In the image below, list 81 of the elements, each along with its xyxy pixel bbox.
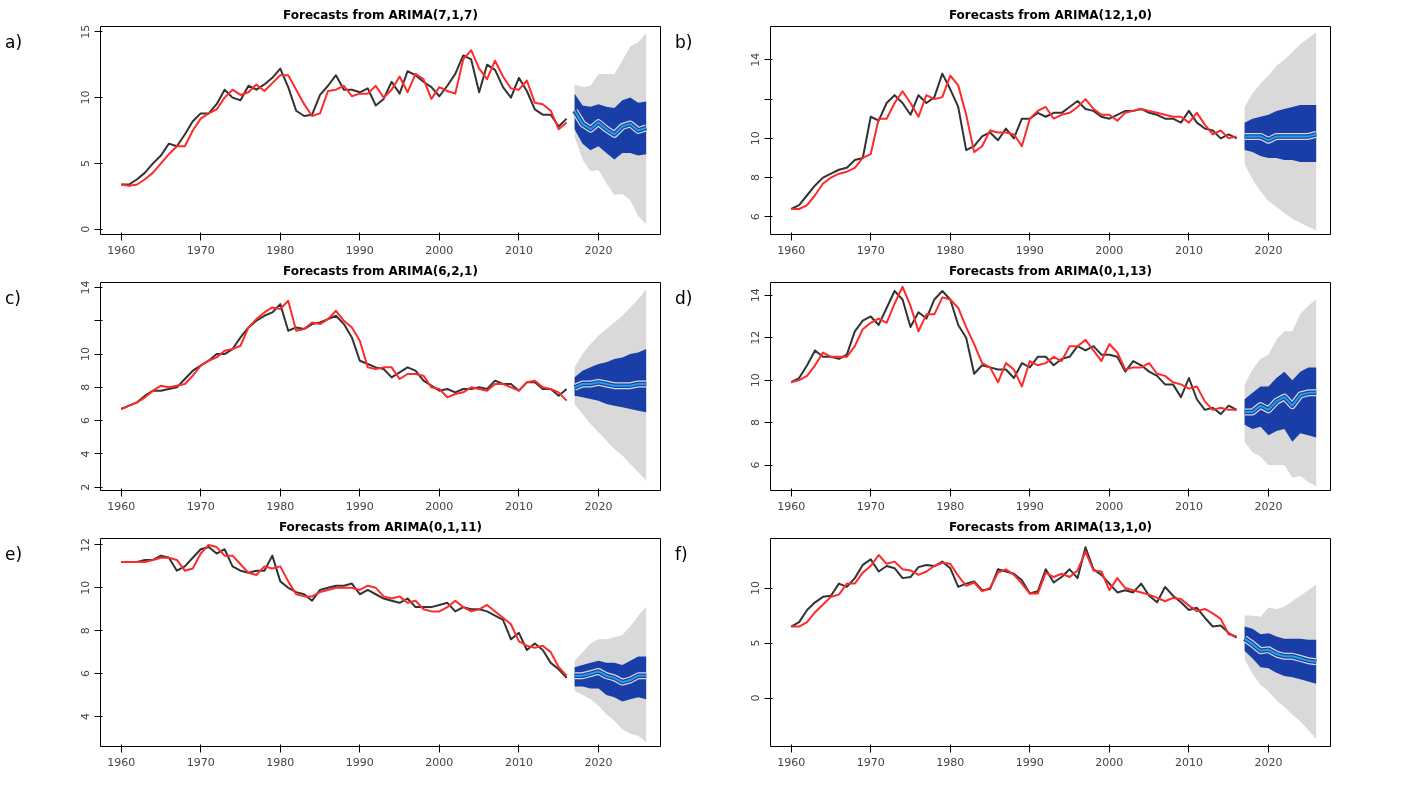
text: c) bbox=[5, 287, 21, 310]
x-tick-label: 1960 bbox=[777, 755, 806, 769]
x-tick-label: 2020 bbox=[584, 499, 613, 513]
y-tick-label: 8 bbox=[79, 627, 93, 635]
x-tick-label: 1990 bbox=[345, 243, 374, 257]
y-tick-label: 10 bbox=[749, 373, 763, 388]
x-tick-label: 2010 bbox=[1174, 755, 1203, 769]
chart-title: Forecasts from ARIMA(13,1,0) bbox=[948, 519, 1153, 534]
y-tick-label: 14 bbox=[749, 52, 763, 67]
y-tick-label: 6 bbox=[79, 670, 93, 678]
x-tick-label: 1970 bbox=[856, 243, 885, 257]
y-tick-label: 14 bbox=[79, 280, 93, 295]
y-tick-label: 14 bbox=[749, 288, 763, 303]
chart-title: Forecasts from ARIMA(0,1,13) bbox=[948, 263, 1153, 278]
x-tick-label: 2000 bbox=[425, 499, 454, 513]
x-tick-label: 1990 bbox=[345, 755, 374, 769]
x-tick-label: 2000 bbox=[425, 243, 454, 257]
y-tick-label: 10 bbox=[79, 90, 93, 105]
text: e) bbox=[5, 543, 23, 566]
x-tick-label: 1960 bbox=[777, 243, 806, 257]
x-tick-label: 2020 bbox=[584, 243, 613, 257]
x-tick-label: 1970 bbox=[186, 755, 215, 769]
x-tick-label: 2000 bbox=[1095, 243, 1124, 257]
y-tick-label: 10 bbox=[749, 581, 763, 596]
x-tick-label: 2000 bbox=[425, 755, 454, 769]
x-tick-label: 1990 bbox=[1015, 755, 1044, 769]
y-tick-label: 10 bbox=[79, 580, 93, 595]
y-tick-label: 12 bbox=[79, 537, 93, 552]
y-tick-label: 0 bbox=[749, 694, 763, 702]
x-tick-label: 2020 bbox=[1254, 499, 1283, 513]
x-tick-label: 1980 bbox=[266, 499, 295, 513]
x-tick-label: 2020 bbox=[584, 755, 613, 769]
x-tick-label: 1960 bbox=[777, 499, 806, 513]
x-tick-label: 1970 bbox=[856, 755, 885, 769]
y-tick-label: 5 bbox=[749, 639, 763, 647]
text: b) bbox=[675, 31, 693, 54]
chart-title: Forecasts from ARIMA(12,1,0) bbox=[948, 7, 1153, 22]
x-tick-label: 1970 bbox=[186, 243, 215, 257]
text: f) bbox=[675, 543, 688, 566]
chart-title: Forecasts from ARIMA(0,1,11) bbox=[278, 519, 483, 534]
x-tick-label: 2010 bbox=[1174, 499, 1203, 513]
x-tick-label: 1980 bbox=[936, 755, 965, 769]
y-tick-label: 5 bbox=[79, 159, 93, 167]
text: d) bbox=[675, 287, 693, 310]
y-tick-label: 4 bbox=[79, 450, 93, 458]
text: a) bbox=[5, 31, 23, 54]
x-tick-label: 2000 bbox=[1095, 755, 1124, 769]
x-tick-label: 2010 bbox=[1174, 243, 1203, 257]
x-tick-label: 1970 bbox=[856, 499, 885, 513]
x-tick-label: 1960 bbox=[107, 755, 136, 769]
y-tick-label: 12 bbox=[749, 330, 763, 345]
x-tick-label: 1980 bbox=[266, 243, 295, 257]
y-tick-label: 8 bbox=[749, 174, 763, 182]
chart-title: Forecasts from ARIMA(7,1,7) bbox=[283, 7, 478, 22]
x-tick-label: 2010 bbox=[504, 243, 533, 257]
y-tick-label: 2 bbox=[79, 483, 93, 491]
y-tick-label: 6 bbox=[749, 461, 763, 469]
x-tick-label: 2010 bbox=[504, 755, 533, 769]
x-tick-label: 2010 bbox=[504, 499, 533, 513]
x-tick-label: 1960 bbox=[107, 243, 136, 257]
x-tick-label: 1960 bbox=[107, 499, 136, 513]
y-tick-label: 6 bbox=[79, 417, 93, 425]
x-tick-label: 1980 bbox=[936, 243, 965, 257]
x-tick-label: 2020 bbox=[1254, 755, 1283, 769]
y-tick-label: 0 bbox=[79, 225, 93, 233]
y-tick-label: 8 bbox=[79, 383, 93, 391]
y-tick-label: 8 bbox=[749, 419, 763, 427]
y-tick-label: 10 bbox=[749, 131, 763, 146]
x-tick-label: 2000 bbox=[1095, 499, 1124, 513]
y-tick-label: 4 bbox=[79, 712, 93, 720]
x-tick-label: 1980 bbox=[266, 755, 295, 769]
x-tick-label: 2020 bbox=[1254, 243, 1283, 257]
x-tick-label: 1980 bbox=[936, 499, 965, 513]
y-tick-label: 10 bbox=[79, 347, 93, 362]
y-tick-label: 15 bbox=[79, 24, 93, 39]
x-tick-label: 1990 bbox=[1015, 243, 1044, 257]
x-tick-label: 1990 bbox=[345, 499, 374, 513]
y-tick-label: 6 bbox=[749, 213, 763, 221]
x-tick-label: 1970 bbox=[186, 499, 215, 513]
x-tick-label: 1990 bbox=[1015, 499, 1044, 513]
chart-title: Forecasts from ARIMA(6,2,1) bbox=[283, 263, 478, 278]
